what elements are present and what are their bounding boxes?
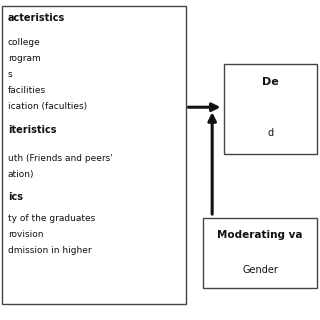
Text: d: d: [267, 128, 274, 138]
Text: rogram: rogram: [8, 54, 41, 63]
Text: dmission in higher: dmission in higher: [8, 246, 92, 255]
Bar: [224, 64, 317, 154]
Text: iteristics: iteristics: [8, 125, 57, 135]
Text: ty of the graduates: ty of the graduates: [8, 214, 95, 223]
Text: college: college: [8, 38, 41, 47]
Text: ication (faculties): ication (faculties): [8, 102, 87, 111]
Text: Moderating va: Moderating va: [217, 230, 303, 240]
Bar: [2, 6, 186, 304]
Text: ics: ics: [8, 192, 23, 202]
Text: s: s: [8, 70, 12, 79]
Text: rovision: rovision: [8, 230, 44, 239]
Text: De: De: [262, 77, 279, 87]
Text: acteristics: acteristics: [8, 13, 65, 23]
Text: ation): ation): [8, 170, 35, 179]
Text: uth (Friends and peers': uth (Friends and peers': [8, 154, 113, 163]
Text: facilities: facilities: [8, 86, 46, 95]
Text: Gender: Gender: [242, 265, 278, 275]
Bar: [203, 218, 317, 288]
